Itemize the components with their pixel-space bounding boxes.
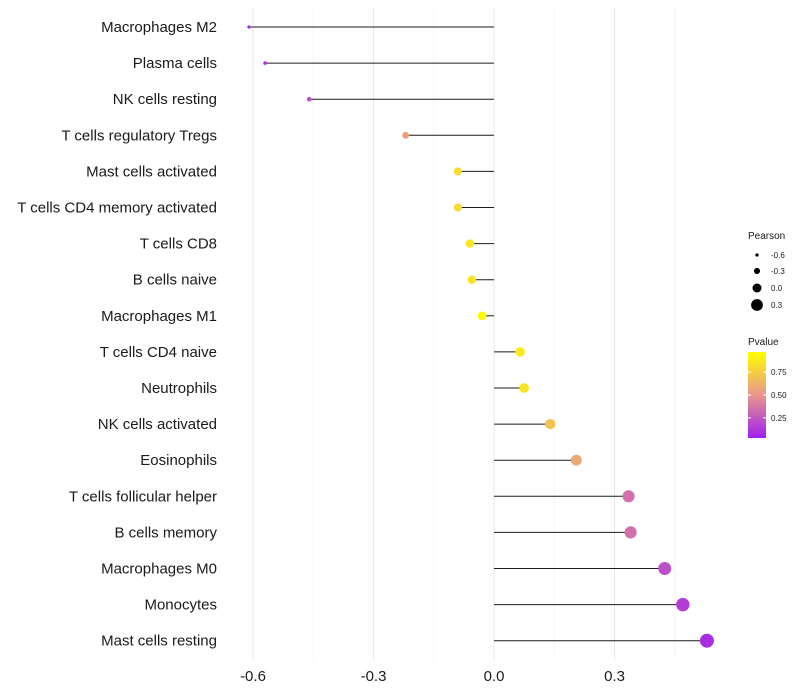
lollipop-point bbox=[247, 25, 251, 29]
lollipop-point bbox=[467, 275, 477, 284]
category-label: Macrophages M1 bbox=[101, 308, 217, 325]
category-label: Eosinophils bbox=[140, 452, 217, 469]
size-legend-label: 0.3 bbox=[771, 301, 783, 310]
category-label: NK cells activated bbox=[98, 416, 217, 433]
size-legend-title: Pearson bbox=[748, 231, 785, 242]
lollipop-point bbox=[545, 418, 556, 430]
color-legend-label: 0.50 bbox=[771, 391, 787, 400]
x-tick-label: 0.0 bbox=[484, 668, 505, 685]
lollipop-point bbox=[699, 633, 714, 648]
category-label: T cells regulatory Tregs bbox=[61, 127, 217, 144]
category-label: Mast cells activated bbox=[86, 163, 217, 180]
lollipop-point bbox=[453, 203, 462, 212]
category-label: Monocytes bbox=[144, 597, 217, 614]
lollipop-point bbox=[263, 61, 267, 65]
category-label: T cells CD4 memory activated bbox=[17, 200, 217, 217]
lollipop-point bbox=[519, 383, 529, 393]
x-tick-label: -0.3 bbox=[361, 668, 387, 685]
category-label: T cells CD8 bbox=[140, 236, 217, 253]
category-label: Mast cells resting bbox=[101, 633, 217, 650]
lollipop-point bbox=[658, 562, 672, 575]
category-label: B cells naive bbox=[133, 272, 217, 289]
category-label: Macrophages M0 bbox=[101, 561, 217, 578]
lollipop-point bbox=[477, 311, 487, 321]
category-label: Plasma cells bbox=[133, 55, 217, 72]
lollipop-point bbox=[402, 131, 410, 139]
color-legend-label: 0.25 bbox=[771, 414, 787, 423]
lollipop-point bbox=[465, 239, 475, 248]
lollipop-point bbox=[622, 490, 635, 503]
category-label: T cells CD4 naive bbox=[100, 344, 217, 361]
size-legend-label: -0.6 bbox=[771, 251, 785, 260]
color-legend-label: 0.75 bbox=[771, 368, 787, 377]
color-legend-bar bbox=[748, 352, 766, 438]
size-legend-key bbox=[752, 283, 762, 293]
category-label: Neutrophils bbox=[141, 380, 217, 397]
lollipop-point bbox=[515, 347, 525, 357]
lollipop-point bbox=[453, 167, 462, 176]
category-label: B cells memory bbox=[114, 524, 217, 541]
category-label: T cells follicular helper bbox=[69, 488, 217, 505]
size-legend-key bbox=[753, 267, 761, 275]
x-tick-label: 0.3 bbox=[604, 668, 625, 685]
lollipop-point bbox=[306, 96, 312, 102]
color-legend-title: Pvalue bbox=[748, 337, 779, 348]
lollipop-point bbox=[570, 454, 582, 466]
category-label: NK cells resting bbox=[113, 91, 217, 108]
lollipop-point bbox=[624, 526, 637, 539]
lollipop-point bbox=[676, 597, 690, 612]
size-legend-key bbox=[751, 299, 763, 311]
category-label: Macrophages M2 bbox=[101, 19, 217, 36]
size-legend-label: -0.3 bbox=[771, 267, 785, 276]
x-tick-label: -0.6 bbox=[240, 668, 266, 685]
size-legend-key bbox=[755, 253, 759, 257]
size-legend-label: 0.0 bbox=[771, 284, 783, 293]
